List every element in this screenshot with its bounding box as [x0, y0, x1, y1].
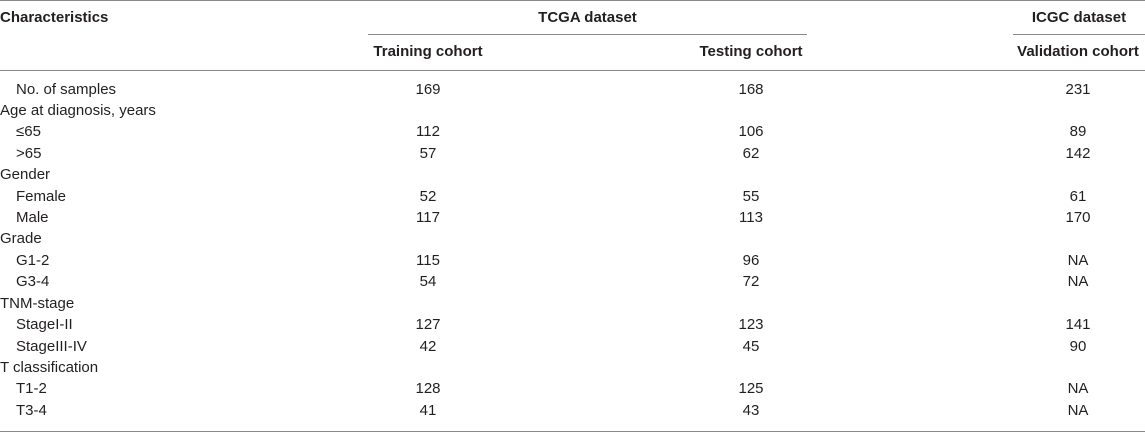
- row-label: StageIII-IV: [16, 338, 87, 355]
- validation-value: 141: [1065, 316, 1091, 333]
- validation-value: NA: [1067, 402, 1089, 419]
- training-value: 128: [415, 380, 441, 397]
- training-value: 52: [419, 188, 437, 205]
- training-value: 115: [416, 252, 440, 269]
- validation-value: NA: [1067, 273, 1089, 290]
- testing-value: 168: [738, 81, 764, 98]
- row-label: G1-2: [16, 252, 50, 269]
- validation-value: 170: [1065, 209, 1091, 226]
- row-label: Male: [16, 209, 49, 226]
- training-value: 42: [419, 338, 437, 355]
- header-characteristics: Characteristics: [0, 9, 109, 26]
- testing-value: 43: [742, 402, 760, 419]
- header-icgc-dataset: ICGC dataset: [1031, 9, 1127, 26]
- row-category-label: Age at diagnosis, years: [0, 102, 156, 119]
- row-label: No. of samples: [16, 81, 117, 98]
- header-bottom-rule: [0, 70, 1145, 71]
- row-label: G3-4: [16, 273, 50, 290]
- row-category-label: TNM-stage: [0, 295, 75, 312]
- testing-value: 55: [742, 188, 760, 205]
- training-value: 169: [415, 81, 441, 98]
- training-value: 117: [416, 209, 440, 226]
- testing-value: 62: [742, 145, 760, 162]
- header-testing-cohort: Testing cohort: [699, 43, 803, 60]
- testing-value: 45: [742, 338, 760, 355]
- training-value: 41: [419, 402, 437, 419]
- row-label: >65: [16, 145, 42, 162]
- header-validation-cohort: Validation cohort: [1017, 43, 1139, 60]
- validation-value: 142: [1065, 145, 1091, 162]
- validation-value: 89: [1069, 123, 1087, 140]
- testing-value: 96: [742, 252, 760, 269]
- tcga-group-rule: [368, 34, 807, 35]
- testing-value: 113: [739, 209, 763, 226]
- row-label: T1-2: [16, 380, 47, 397]
- training-value: 54: [419, 273, 437, 290]
- row-label: Female: [16, 188, 67, 205]
- validation-value: NA: [1067, 380, 1089, 397]
- row-category-label: Gender: [0, 166, 51, 183]
- row-category-label: Grade: [0, 230, 42, 247]
- training-value: 112: [416, 123, 440, 140]
- row-category-label: T classification: [0, 359, 99, 376]
- testing-value: 125: [738, 380, 764, 397]
- header-tcga-dataset: TCGA dataset: [538, 9, 637, 26]
- testing-value: 123: [738, 316, 764, 333]
- row-label: StageI-II: [16, 316, 73, 333]
- training-value: 127: [415, 316, 441, 333]
- top-rule: [0, 0, 1145, 1]
- testing-value: 106: [738, 123, 764, 140]
- training-value: 57: [419, 145, 437, 162]
- validation-value: 90: [1069, 338, 1087, 355]
- row-label: ≤65: [16, 123, 41, 140]
- icgc-group-rule: [1013, 34, 1145, 35]
- row-label: T3-4: [16, 402, 47, 419]
- testing-value: 72: [742, 273, 760, 290]
- validation-value: 61: [1069, 188, 1087, 205]
- validation-value: NA: [1067, 252, 1089, 269]
- header-training-cohort: Training cohort: [373, 43, 483, 60]
- validation-value: 231: [1065, 81, 1091, 98]
